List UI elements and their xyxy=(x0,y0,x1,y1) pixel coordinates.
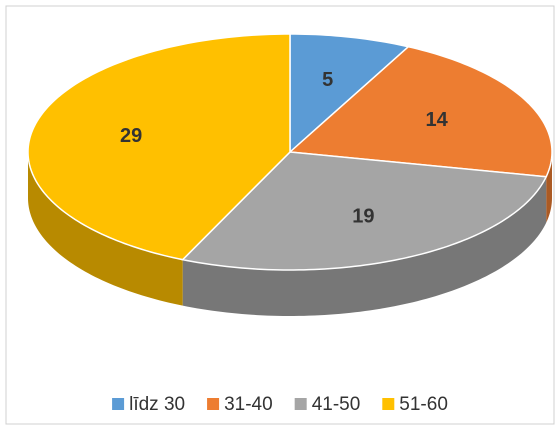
pie-side xyxy=(182,176,547,316)
pie-side xyxy=(546,152,552,223)
legend-item: 41-50 xyxy=(294,394,361,415)
pie-slice xyxy=(289,33,410,154)
data-label: 19 xyxy=(352,206,374,228)
legend-swatch xyxy=(382,398,395,410)
data-label: 5 xyxy=(322,69,333,91)
legend-item: līdz 30 xyxy=(112,394,185,415)
legend-swatch xyxy=(112,398,125,410)
pie-side xyxy=(28,152,183,306)
data-label: 14 xyxy=(425,109,448,131)
legend-label: līdz 30 xyxy=(129,394,185,415)
legend-item: 31-40 xyxy=(207,394,273,415)
pie-slice xyxy=(27,33,291,261)
pie-slice xyxy=(288,45,553,178)
pie-slice xyxy=(181,151,548,271)
legend-item: 51-60 xyxy=(382,394,448,415)
legend-swatch xyxy=(207,398,220,410)
legend-label: 31-40 xyxy=(224,394,273,415)
data-label: 29 xyxy=(120,125,142,147)
legend-label: 41-50 xyxy=(312,394,361,415)
legend-swatch xyxy=(294,398,307,410)
legend-label: 51-60 xyxy=(399,394,448,415)
